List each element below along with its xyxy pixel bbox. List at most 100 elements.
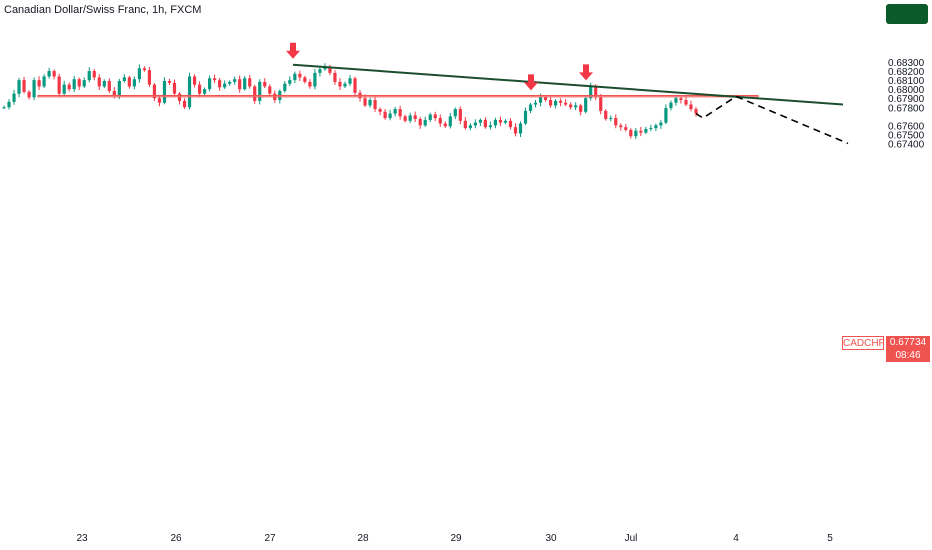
candle-body — [659, 122, 663, 126]
candle-body — [508, 120, 513, 128]
y-tick-label: 0.67500 — [888, 130, 925, 141]
high-arrows — [286, 42, 593, 91]
y-tick-label: 0.67600 — [888, 121, 925, 132]
candle-body — [122, 77, 126, 82]
x-tick-label: 4 — [733, 533, 739, 544]
candle-body — [649, 128, 653, 130]
candle-body — [27, 91, 31, 98]
candle-body — [333, 72, 337, 82]
candle-body — [574, 105, 578, 108]
candle-body — [619, 125, 623, 128]
candle-body — [92, 71, 96, 78]
y-tick-label: 0.67900 — [888, 94, 925, 105]
candle-body — [423, 119, 427, 126]
price-tag-countdown: 08:46 — [886, 349, 930, 362]
candle-body — [599, 97, 603, 111]
candle-body — [543, 97, 548, 101]
trendline-line[interactable] — [292, 63, 844, 106]
candle-body — [202, 89, 207, 94]
x-tick-label: Jul — [625, 533, 638, 544]
candle-body — [589, 86, 593, 99]
candle-body — [458, 109, 462, 121]
candle-body — [634, 130, 638, 137]
candle-body — [639, 130, 643, 133]
candle-body — [548, 100, 553, 106]
candle-body — [443, 123, 447, 127]
candle-body — [32, 80, 36, 98]
resistance-zone-rect[interactable] — [37, 94, 759, 98]
candle-body — [248, 78, 252, 87]
candle-body — [398, 109, 402, 117]
candle-body — [87, 71, 91, 81]
candle-body — [218, 80, 222, 88]
candle-body — [7, 101, 11, 108]
candle-body — [243, 78, 247, 90]
candle-body — [594, 86, 598, 98]
x-tick-label: 28 — [357, 533, 369, 544]
candle-body — [468, 125, 472, 129]
y-tick-label: 0.67800 — [888, 103, 925, 114]
candle-body — [328, 66, 332, 73]
candle-body — [22, 80, 26, 92]
candle-body — [67, 84, 71, 90]
candle-body — [408, 115, 412, 121]
candle-body — [689, 104, 693, 110]
candle-body — [373, 100, 377, 110]
candle-body — [213, 78, 217, 81]
down-arrow-icon — [286, 42, 300, 59]
candlestick-series — [2, 63, 698, 140]
candle-body — [182, 100, 187, 108]
candle-body — [463, 120, 467, 129]
candle-body — [97, 77, 101, 87]
candle-body — [197, 84, 202, 94]
price-tag: CADCHF 0.67734 08:46 — [842, 336, 930, 362]
x-tick-label: 29 — [450, 533, 462, 544]
candle-body — [609, 118, 613, 120]
candle-body — [584, 98, 588, 112]
account-badge[interactable] — [886, 4, 928, 24]
candle-body — [298, 73, 302, 78]
candle-body — [669, 102, 673, 109]
candle-body — [513, 127, 518, 134]
candle-body — [579, 105, 583, 112]
candle-body — [47, 71, 51, 77]
candle-body — [132, 79, 136, 87]
candle-body — [604, 110, 608, 120]
candle-body — [192, 76, 197, 85]
y-tick-label: 0.68100 — [888, 76, 925, 87]
x-tick-label: 23 — [76, 533, 88, 544]
candle-body — [238, 79, 242, 90]
candle-body — [162, 81, 167, 103]
candle-body — [453, 109, 457, 117]
candle-body — [473, 122, 477, 126]
candle-body — [348, 78, 352, 84]
candle-body — [569, 104, 573, 108]
candle-body — [418, 119, 422, 126]
candle-body — [72, 79, 76, 90]
candle-body — [167, 81, 172, 83]
candle-body — [283, 83, 287, 91]
y-tick-label: 0.68000 — [888, 85, 925, 96]
candle-body — [483, 119, 487, 128]
x-tick-label: 26 — [170, 533, 182, 544]
candle-body — [654, 125, 658, 129]
candle-body — [77, 79, 81, 87]
candle-body — [413, 115, 417, 120]
candle-body — [624, 127, 628, 130]
candle-body — [393, 109, 397, 114]
candle-body — [102, 81, 106, 87]
x-tick-label: 27 — [264, 533, 276, 544]
candle-body — [614, 118, 618, 126]
candle-body — [448, 116, 452, 127]
x-axis: 23 26 27 28 29 30 Jul 4 5 — [76, 533, 833, 544]
projection-line[interactable] — [695, 95, 849, 145]
y-axis: 0.683000.682000.681000.680000.679000.678… — [888, 58, 925, 150]
candle-body — [37, 80, 41, 87]
candle-body — [553, 100, 558, 106]
candle-body — [674, 98, 678, 103]
chart-title: Canadian Dollar/Swiss Franc, 1h, FXCM — [4, 4, 202, 16]
projection-path — [695, 95, 849, 145]
candle-body — [233, 79, 237, 82]
price-tag-symbol: CADCHF — [842, 336, 885, 350]
